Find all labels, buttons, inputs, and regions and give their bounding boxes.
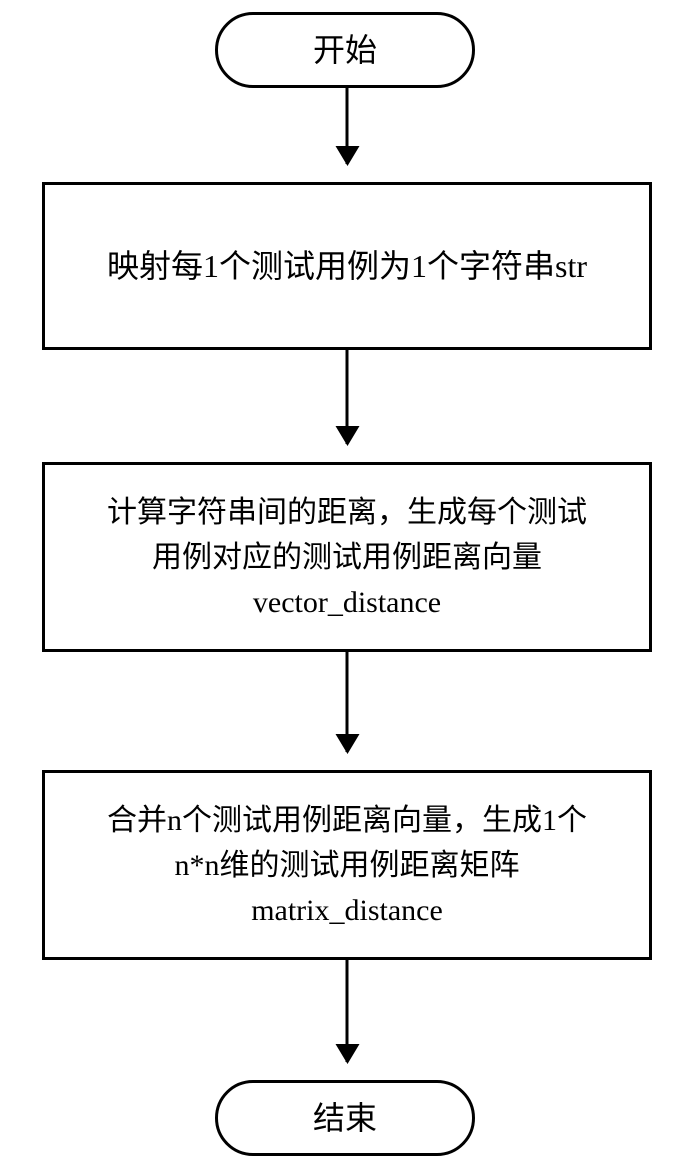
step3-node: 合并n个测试用例距离向量，生成1个 n*n维的测试用例距离矩阵 matrix_d… (42, 770, 652, 960)
arrow-start-step1 (346, 88, 349, 164)
step1-node: 映射每1个测试用例为1个字符串str (42, 182, 652, 350)
step3-label: 合并n个测试用例距离向量，生成1个 n*n维的测试用例距离矩阵 matrix_d… (107, 798, 587, 933)
end-node: 结束 (215, 1080, 475, 1156)
step1-label: 映射每1个测试用例为1个字符串str (107, 242, 587, 290)
arrow-step2-step3 (346, 652, 349, 752)
start-node: 开始 (215, 12, 475, 88)
step2-label: 计算字符串间的距离，生成每个测试 用例对应的测试用例距离向量 vector_di… (107, 490, 587, 625)
arrow-step3-end (346, 960, 349, 1062)
step2-node: 计算字符串间的距离，生成每个测试 用例对应的测试用例距离向量 vector_di… (42, 462, 652, 652)
arrow-step1-step2 (346, 350, 349, 444)
flowchart-container: 开始 映射每1个测试用例为1个字符串str 计算字符串间的距离，生成每个测试 用… (0, 0, 694, 1174)
start-label: 开始 (313, 26, 377, 74)
end-label: 结束 (313, 1094, 377, 1142)
